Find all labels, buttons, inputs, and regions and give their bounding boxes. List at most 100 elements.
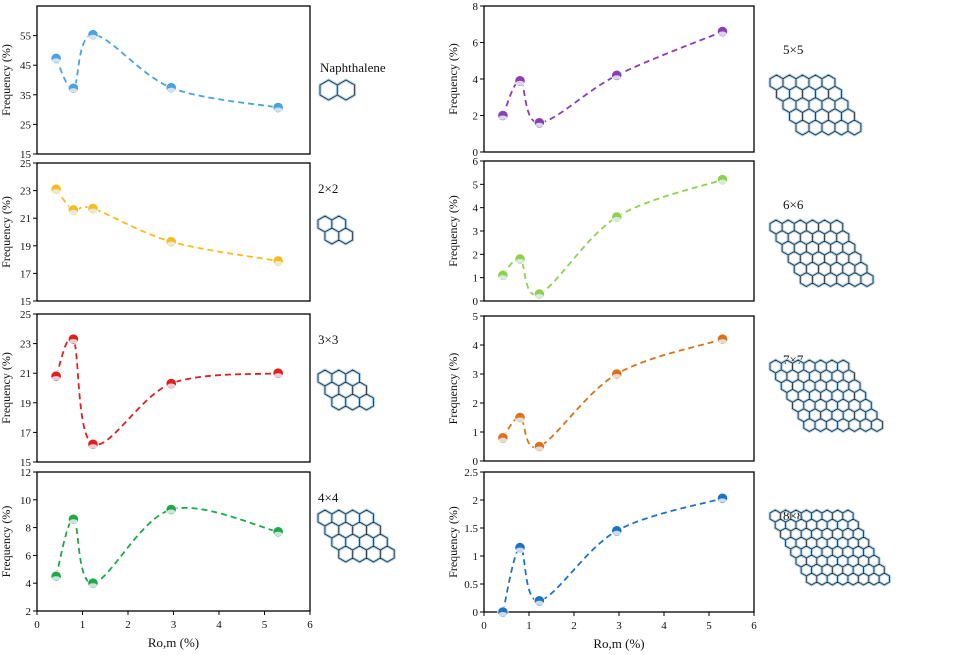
y-tick-label: 4 bbox=[473, 74, 479, 86]
y-tick-label: 45 bbox=[20, 60, 32, 72]
x-tick-label: 3 bbox=[616, 620, 622, 632]
x-tick-label: 4 bbox=[216, 619, 222, 631]
y-axis-label: Frequency (%) bbox=[0, 352, 13, 424]
y-tick-label: 4 bbox=[26, 578, 32, 590]
series-line bbox=[502, 497, 723, 613]
y-tick-label: 2 bbox=[473, 111, 479, 123]
y-tick-label: 23 bbox=[20, 186, 32, 198]
y-tick-label: 17 bbox=[20, 427, 32, 439]
y-tick-label: 0 bbox=[473, 296, 479, 308]
y-tick-label: 5 bbox=[473, 311, 479, 323]
plot-frame bbox=[36, 162, 311, 302]
data-point-shade bbox=[51, 376, 61, 381]
y-axis-label: Frequency (%) bbox=[446, 353, 460, 425]
data-point-shade bbox=[498, 437, 508, 443]
y-tick-label: 21 bbox=[20, 213, 31, 225]
y-tick-label: 17 bbox=[20, 268, 32, 280]
y-tick-label: 0 bbox=[473, 147, 479, 159]
molecule-label: 6×6 bbox=[783, 197, 804, 212]
y-tick-label: 0 bbox=[473, 607, 479, 619]
x-tick-label: 2 bbox=[571, 620, 577, 632]
data-point-shade bbox=[515, 80, 525, 86]
data-point-shade bbox=[167, 87, 176, 93]
data-point-shade bbox=[69, 209, 78, 215]
molecule-label: 5×5 bbox=[783, 42, 803, 57]
y-tick-label: 2.5 bbox=[464, 467, 478, 479]
y-tick-label: 6 bbox=[26, 550, 32, 562]
y-tick-label: 1.5 bbox=[464, 523, 478, 535]
data-point-shade bbox=[535, 446, 544, 451]
y-tick-label: 2 bbox=[473, 495, 479, 507]
data-point-shade bbox=[69, 519, 78, 524]
data-point-shade bbox=[535, 294, 544, 299]
series-line bbox=[502, 338, 723, 449]
y-tick-label: 15 bbox=[20, 296, 32, 308]
y-axis-label: Frequency (%) bbox=[0, 506, 13, 578]
data-point-shade bbox=[69, 88, 78, 93]
molecule-label: 3×3 bbox=[318, 332, 338, 347]
data-point-shade bbox=[88, 208, 98, 213]
chart-panel-6: 0 1 2 3 4 5 6 Frequency (%) 6×6 bbox=[446, 156, 875, 308]
data-point-shade bbox=[498, 275, 508, 280]
y-tick-label: 25 bbox=[20, 309, 32, 321]
data-point-shade bbox=[88, 583, 98, 588]
molecule-label: 2×2 bbox=[318, 181, 338, 196]
data-point-shade bbox=[498, 612, 508, 617]
data-point-shade bbox=[612, 374, 621, 379]
data-point-shade bbox=[167, 241, 176, 247]
y-tick-label: 8 bbox=[26, 523, 32, 535]
data-point-shade bbox=[718, 498, 727, 503]
data-point-shade bbox=[515, 547, 525, 552]
data-point-shade bbox=[167, 509, 176, 514]
y-tick-label: 23 bbox=[20, 339, 32, 351]
data-point-shade bbox=[612, 75, 621, 80]
y-tick-label: 25 bbox=[20, 158, 32, 170]
data-point-shade bbox=[69, 339, 78, 344]
y-tick-label: 5 bbox=[473, 179, 479, 191]
molecule-glow bbox=[768, 73, 863, 137]
y-tick-label: 2 bbox=[473, 249, 479, 261]
data-point-shade bbox=[612, 217, 621, 222]
x-tick-label: 5 bbox=[706, 620, 712, 632]
y-tick-label: 15 bbox=[20, 457, 32, 469]
y-axis-label: Frequency (%) bbox=[0, 44, 13, 116]
data-point-shade bbox=[515, 417, 525, 422]
data-point-shade bbox=[51, 58, 61, 63]
y-tick-label: 4 bbox=[473, 340, 479, 352]
x-tick-label: 2 bbox=[125, 619, 131, 631]
series-line bbox=[502, 178, 723, 296]
molecule-bonds bbox=[769, 219, 874, 287]
molecule-bonds bbox=[317, 215, 354, 245]
y-tick-label: 1 bbox=[473, 273, 479, 285]
y-tick-label: 25 bbox=[20, 119, 32, 131]
data-point-shade bbox=[167, 383, 176, 388]
y-tick-label: 6 bbox=[473, 156, 479, 168]
data-point-shade bbox=[535, 600, 544, 606]
y-tick-label: 3 bbox=[473, 369, 479, 381]
series-line bbox=[55, 336, 279, 446]
y-tick-label: 8 bbox=[473, 1, 479, 13]
x-tick-label: 1 bbox=[526, 620, 532, 632]
y-axis-label: Frequency (%) bbox=[446, 506, 460, 578]
plot-frame bbox=[483, 315, 755, 462]
x-tick-label: 0 bbox=[481, 620, 487, 632]
data-point-shade bbox=[612, 530, 621, 536]
y-tick-label: 2 bbox=[473, 398, 479, 410]
molecule-bonds bbox=[317, 369, 374, 411]
chart-panel-3: 15 17 19 21 23 25 Frequency (%) 3×3 bbox=[0, 309, 375, 469]
molecule-bonds bbox=[317, 509, 395, 563]
series-line bbox=[55, 33, 279, 109]
data-point-shade bbox=[273, 107, 283, 112]
y-tick-label: 12 bbox=[20, 467, 31, 479]
series-line bbox=[55, 507, 279, 585]
data-point-shade bbox=[273, 260, 283, 266]
chart-panel-1: 15 25 35 45 55 Frequency (%) Naphthalene bbox=[0, 5, 386, 161]
x-tick-label: 3 bbox=[171, 619, 177, 631]
x-tick-label: 6 bbox=[751, 620, 757, 632]
series-line bbox=[55, 188, 279, 262]
x-axis-label: Ro,m (%) bbox=[148, 635, 199, 650]
data-point-shade bbox=[535, 122, 544, 128]
chart-panel-8: 0 0.5 1 1.5 2 2.5 0 1 2 3 4 5 6 Frequency (%) Ro,m (%)… bbox=[446, 467, 892, 651]
molecule-label: Naphthalene bbox=[320, 60, 386, 75]
